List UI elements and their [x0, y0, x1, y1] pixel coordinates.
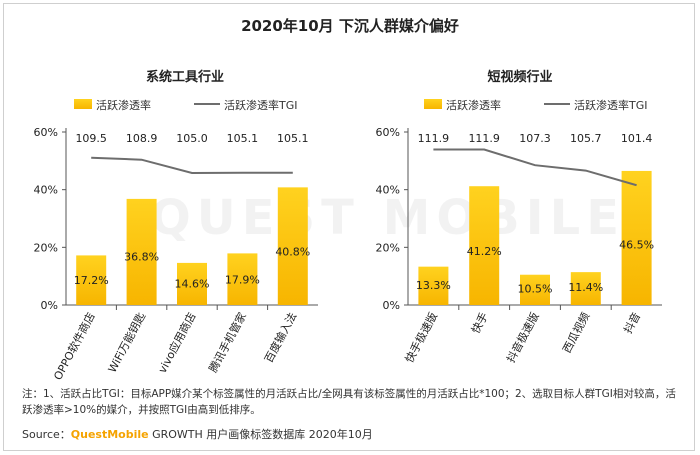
tgi-value-label: 105.0 [176, 132, 208, 145]
watermark: QUEST MOBILE [150, 190, 625, 246]
main-title: 2020年10月 下沉人群媒介偏好 [241, 17, 459, 35]
bar [520, 274, 550, 305]
x-category-label: 抖音 [621, 310, 644, 336]
y-tick-label: 20% [376, 241, 400, 254]
x-category-label: 快手极速版 [402, 310, 440, 365]
tgi-value-label: 111.9 [468, 132, 500, 145]
bar [418, 266, 449, 305]
bar [621, 170, 652, 305]
x-category-label: vivo应用商店 [155, 310, 199, 376]
source-prefix: Source： [22, 428, 71, 441]
bar-value-label: 11.4% [568, 281, 603, 294]
legend-line-label: 活跃渗透率TGI [574, 99, 648, 112]
y-tick-label: 40% [376, 184, 400, 197]
y-tick-label: 40% [34, 184, 58, 197]
y-tick-label: 0% [41, 299, 58, 312]
tgi-line [91, 156, 293, 175]
legend-bar-swatch [424, 99, 442, 109]
legend-bar-label: 活跃渗透率 [96, 99, 151, 112]
source-line: Source：QuestMobile GROWTH 用户画像标签数据库 2020… [22, 426, 373, 442]
bar-value-label: 41.2% [467, 245, 502, 258]
bar-value-label: 10.5% [518, 282, 553, 295]
bar [469, 186, 500, 305]
bar [277, 187, 308, 305]
y-tick-label: 20% [34, 241, 58, 254]
tgi-line [433, 148, 637, 187]
legend-line-swatch [544, 103, 570, 105]
tgi-value-label: 105.7 [570, 132, 602, 145]
tgi-value-label: 109.5 [75, 132, 107, 145]
bar [570, 272, 601, 305]
bar-value-label: 13.3% [416, 279, 451, 292]
legend-bar-swatch [74, 99, 92, 109]
x-category-label: 腾讯手机管家 [206, 310, 249, 375]
x-category-label: 百度输入法 [261, 310, 299, 365]
bar-value-label: 17.9% [225, 273, 260, 286]
tgi-value-label: 105.1 [277, 132, 309, 145]
footnote: 注：1、活跃占比TGI：目标APP媒介某个标签属性的月活跃占比/全网具有该标签属… [22, 388, 676, 416]
bar [227, 253, 258, 305]
legend-line-label: 活跃渗透率TGI [224, 99, 298, 112]
tgi-value-label: 107.3 [519, 132, 551, 145]
bar [177, 262, 207, 305]
x-category-label: OPPO软件商店 [50, 310, 97, 382]
bar-value-label: 36.8% [124, 250, 159, 263]
source-rest: GROWTH 用户画像标签数据库 2020年10月 [152, 428, 373, 441]
bar-value-label: 40.8% [275, 246, 310, 259]
y-tick-label: 0% [383, 299, 400, 312]
bar [76, 255, 107, 305]
y-tick-label: 60% [34, 126, 58, 139]
x-category-label: 快手 [468, 310, 491, 336]
legend-line-swatch [194, 103, 220, 105]
x-category-label: 抖音极速版 [503, 310, 541, 365]
legend-bar-label: 活跃渗透率 [446, 99, 501, 112]
chart-frame [3, 3, 695, 451]
bar-value-label: 14.6% [175, 277, 210, 290]
tgi-value-label: 105.1 [227, 132, 259, 145]
x-category-label: 西瓜视频 [559, 310, 592, 355]
source-brand: QuestMobile [70, 428, 149, 441]
bar-value-label: 46.5% [619, 239, 654, 252]
bar [126, 198, 157, 305]
tgi-value-label: 111.9 [418, 132, 450, 145]
tgi-value-label: 101.4 [621, 132, 653, 145]
panel-title-left: 系统工具行业 [145, 70, 224, 85]
panel-title-right: 短视频行业 [487, 70, 553, 85]
tgi-value-label: 108.9 [126, 132, 158, 145]
x-category-label: WiFi万能钥匙 [105, 310, 148, 375]
y-tick-label: 60% [376, 126, 400, 139]
bar-value-label: 17.2% [74, 274, 109, 287]
